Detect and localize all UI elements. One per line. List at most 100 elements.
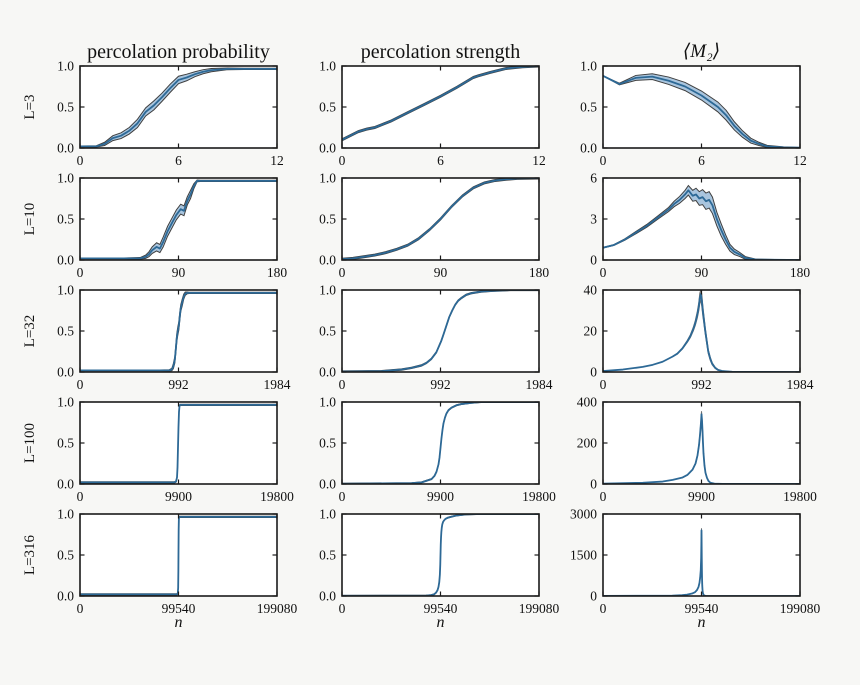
svg-text:0: 0 — [600, 265, 607, 280]
axis-ticks — [602, 65, 801, 149]
svg-text:1.0: 1.0 — [319, 171, 336, 186]
svg-text:0.0: 0.0 — [319, 589, 336, 604]
axis-ticks — [79, 401, 278, 485]
svg-text:19800: 19800 — [783, 489, 817, 504]
plot-area — [342, 290, 539, 372]
svg-text:0.5: 0.5 — [319, 100, 336, 115]
svg-text:6: 6 — [175, 153, 182, 168]
svg-text:1.0: 1.0 — [57, 507, 74, 522]
data-series-line — [603, 293, 800, 372]
axis-tick-labels: 0 992 1984 0 20 40 — [584, 283, 814, 393]
axis-tick-labels: 0 9900 19800 0.0 0.5 1.0 — [319, 395, 556, 505]
svg-text:992: 992 — [168, 377, 188, 392]
svg-text:99540: 99540 — [424, 601, 458, 616]
data-series-line — [80, 515, 277, 596]
data-series-line — [603, 189, 800, 260]
subplot-L316-percolation-strength: 0 99540 199080 0.0 0.5 1.0 — [319, 507, 559, 617]
axis-tick-labels: 0 6 12 0.0 0.5 1.0 — [57, 59, 284, 169]
svg-text:90: 90 — [434, 265, 448, 280]
svg-text:12: 12 — [270, 153, 284, 168]
subplot-L3-percolation-probability: 0 6 12 0.0 0.5 1.0 — [57, 59, 284, 169]
subplot-L100-percolation-strength: 0 9900 19800 0.0 0.5 1.0 — [319, 395, 556, 505]
svg-text:9900: 9900 — [688, 489, 715, 504]
svg-text:0: 0 — [339, 377, 346, 392]
column-title-percolation-strength: percolation strength — [360, 41, 521, 63]
svg-text:40: 40 — [584, 283, 598, 298]
svg-text:90: 90 — [695, 265, 709, 280]
svg-text:1.0: 1.0 — [319, 507, 336, 522]
axis-ticks — [602, 513, 801, 597]
svg-text:0.0: 0.0 — [57, 365, 74, 380]
svg-text:0: 0 — [600, 153, 607, 168]
axis-ticks — [602, 289, 801, 373]
column-title-percolation-probability: percolation probability — [87, 41, 270, 63]
axis-tick-labels: 0 90 180 0.0 0.5 1.0 — [57, 171, 287, 281]
svg-text:0.5: 0.5 — [319, 324, 336, 339]
svg-text:1.0: 1.0 — [319, 395, 336, 410]
subplot-L32-percolation-strength: 0 992 1984 0.0 0.5 1.0 — [319, 283, 553, 393]
svg-text:0: 0 — [590, 477, 597, 492]
axis-ticks — [341, 177, 540, 261]
confidence-band — [603, 73, 800, 148]
svg-text:0.5: 0.5 — [57, 324, 74, 339]
axis-tick-labels: 0 99540 199080 0 1500 3000 — [570, 507, 821, 617]
svg-text:1500: 1500 — [570, 548, 597, 563]
svg-text:3: 3 — [590, 212, 597, 227]
plot-area — [80, 178, 277, 260]
svg-text:0: 0 — [77, 153, 84, 168]
axis-tick-labels: 0 99540 199080 0.0 0.5 1.0 — [319, 507, 559, 617]
svg-text:0.5: 0.5 — [580, 100, 597, 115]
svg-text:180: 180 — [790, 265, 811, 280]
svg-text:6: 6 — [698, 153, 705, 168]
svg-text:6: 6 — [437, 153, 444, 168]
axis-tick-labels: 0 992 1984 0.0 0.5 1.0 — [57, 283, 291, 393]
axis-ticks — [79, 513, 278, 597]
svg-text:0: 0 — [77, 265, 84, 280]
axis-tick-labels: 0 9900 19800 0.0 0.5 1.0 — [57, 395, 294, 505]
axis-tick-labels: 0 6 12 0.0 0.5 1.0 — [319, 59, 546, 169]
svg-text:9900: 9900 — [165, 489, 192, 504]
axis-tick-labels: 0 6 12 0.0 0.5 1.0 — [580, 59, 807, 169]
svg-text:992: 992 — [691, 377, 711, 392]
confidence-band — [342, 66, 539, 142]
svg-text:0: 0 — [590, 365, 597, 380]
svg-text:19800: 19800 — [260, 489, 294, 504]
confidence-band — [603, 184, 800, 260]
data-series-line — [603, 413, 800, 484]
svg-text:0.0: 0.0 — [319, 253, 336, 268]
confidence-band — [80, 67, 277, 148]
svg-text:180: 180 — [267, 265, 288, 280]
svg-text:199080: 199080 — [257, 601, 298, 616]
subplot-L100-percolation-probability: 0 9900 19800 0.0 0.5 1.0 — [57, 395, 294, 505]
svg-text:1984: 1984 — [264, 377, 291, 392]
svg-text:99540: 99540 — [162, 601, 196, 616]
axis-ticks — [341, 513, 540, 597]
column-title-m2: ⟨M₂⟩ — [682, 41, 721, 62]
svg-text:1.0: 1.0 — [57, 59, 74, 74]
axis-ticks — [602, 401, 801, 485]
svg-text:1.0: 1.0 — [57, 283, 74, 298]
subplot-L100-M2: 0 9900 19800 0 200 400 — [577, 395, 817, 505]
data-series-line — [80, 291, 277, 372]
subplot-L3-percolation-strength: 0 6 12 0.0 0.5 1.0 — [319, 59, 546, 169]
x-axis-label-col1: n — [174, 614, 183, 631]
data-series-line — [80, 179, 277, 260]
svg-text:0.5: 0.5 — [57, 100, 74, 115]
svg-text:199080: 199080 — [519, 601, 560, 616]
svg-text:0.5: 0.5 — [319, 212, 336, 227]
confidence-band — [80, 179, 277, 260]
svg-text:3000: 3000 — [570, 507, 597, 522]
svg-text:0.0: 0.0 — [57, 477, 74, 492]
svg-text:1984: 1984 — [787, 377, 814, 392]
svg-text:0.0: 0.0 — [57, 589, 74, 604]
svg-text:180: 180 — [529, 265, 550, 280]
data-series-line — [342, 290, 539, 372]
axis-ticks — [602, 177, 801, 261]
axis-tick-labels: 0 99540 199080 0.0 0.5 1.0 — [57, 507, 297, 617]
svg-text:1.0: 1.0 — [319, 283, 336, 298]
svg-text:0: 0 — [600, 601, 607, 616]
svg-text:99540: 99540 — [685, 601, 719, 616]
data-series-line — [342, 66, 539, 141]
svg-text:0.0: 0.0 — [319, 365, 336, 380]
svg-text:12: 12 — [793, 153, 807, 168]
